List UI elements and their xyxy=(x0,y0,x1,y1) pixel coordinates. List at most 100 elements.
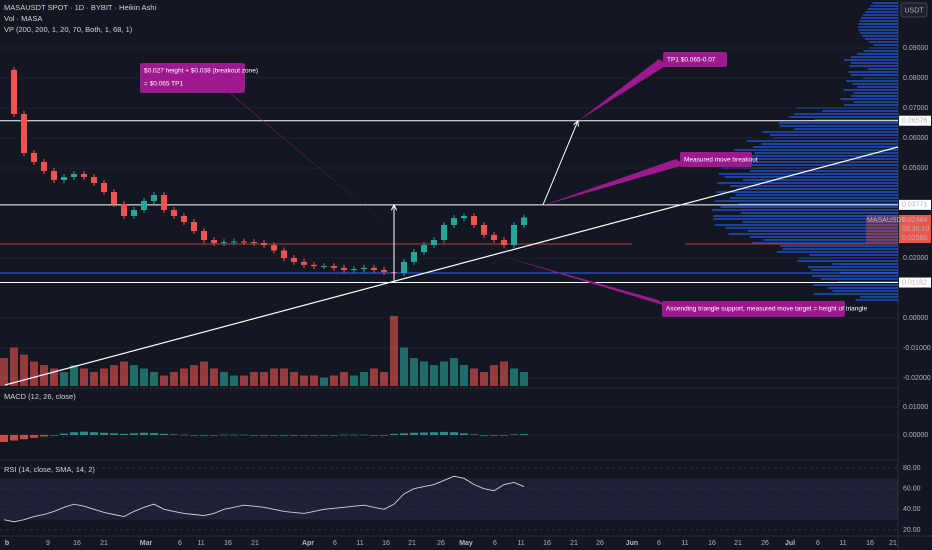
macd-bar xyxy=(400,433,408,435)
volume-profile-bar xyxy=(852,83,898,85)
volume-profile-bar xyxy=(827,287,898,289)
volume-profile-bar xyxy=(761,143,898,145)
volume-bar xyxy=(240,375,248,386)
macd-tick-label: 0.01000 xyxy=(903,404,928,411)
macd-bar xyxy=(250,435,258,436)
level-label-box xyxy=(899,199,931,210)
volume-bar xyxy=(300,375,308,386)
volume-bar xyxy=(470,368,478,386)
candle xyxy=(151,195,157,201)
candle xyxy=(341,267,347,270)
rsi-line xyxy=(3,475,525,523)
callout-pointer xyxy=(498,255,666,306)
price-tick-label: 0.07000 xyxy=(903,105,928,112)
volume-profile-bar xyxy=(850,74,898,76)
volume-bar xyxy=(180,368,188,386)
last-price-axis-box xyxy=(899,215,931,243)
callout-text: Ascending triangle support, measured mov… xyxy=(666,306,867,313)
time-tick-label: b xyxy=(5,540,9,547)
volume-bar xyxy=(170,372,178,386)
volume-profile-bar xyxy=(724,164,898,166)
volume-bar xyxy=(110,365,118,386)
macd-bar xyxy=(280,435,288,436)
time-tick-label: 21 xyxy=(100,540,108,547)
volume-profile-bar xyxy=(832,290,898,292)
macd-bar xyxy=(50,435,58,436)
volume-profile-bar xyxy=(868,41,898,43)
volume-bar xyxy=(90,372,98,386)
last-price: 0.02484 xyxy=(902,217,927,224)
volume-bar xyxy=(190,365,198,386)
volume-profile-bar xyxy=(843,59,898,61)
volume-bar xyxy=(480,372,488,386)
volume-profile-bar xyxy=(872,2,898,4)
macd-bar xyxy=(40,435,48,437)
volume-profile-bar xyxy=(848,71,898,73)
macd-bar xyxy=(510,434,518,436)
time-tick-label: 6 xyxy=(816,540,820,547)
candle xyxy=(461,216,467,219)
candle xyxy=(261,243,267,246)
callout-text: Measured move breakout xyxy=(684,157,758,164)
macd-bar xyxy=(340,434,348,436)
volume-profile-bar xyxy=(832,263,898,265)
time-tick-label: 11 xyxy=(197,540,204,547)
volume-profile-bar xyxy=(855,299,898,301)
candle xyxy=(181,216,187,222)
macd-bar xyxy=(220,434,228,436)
callout-box xyxy=(680,152,752,167)
time-tick-label: Jul xyxy=(785,540,795,547)
volume-bar xyxy=(60,372,68,386)
volume-bar xyxy=(290,372,298,386)
candle xyxy=(241,241,247,243)
callout-text: = $0.065 TP1 xyxy=(144,81,183,88)
candle xyxy=(131,210,137,216)
volume-profile-bar xyxy=(763,239,898,241)
candle xyxy=(481,225,487,235)
candle xyxy=(171,210,177,216)
volume-bar xyxy=(0,358,8,386)
candle xyxy=(81,174,87,177)
price-tick-label: -0.01000 xyxy=(903,345,931,352)
volume-profile-bar xyxy=(713,218,898,220)
volume-profile-bar xyxy=(747,230,898,232)
macd-bar xyxy=(430,432,438,435)
volume-profile-bar xyxy=(840,98,898,100)
candle xyxy=(231,241,237,243)
time-tick-label: 16 xyxy=(543,540,551,547)
volume-profile-bar xyxy=(714,200,898,202)
macd-tick-label: 0.00000 xyxy=(903,432,928,439)
time-tick-label: Mar xyxy=(140,540,153,547)
level-label-box xyxy=(899,115,931,126)
volume-profile-bar xyxy=(762,131,898,133)
candle xyxy=(161,195,167,210)
rsi-band xyxy=(0,478,898,520)
time-tick-label: 6 xyxy=(178,540,182,547)
callout-box xyxy=(663,52,727,67)
candle xyxy=(61,177,67,180)
candle xyxy=(141,201,147,210)
volume-profile-bar xyxy=(822,110,898,112)
currency-label[interactable]: USDT xyxy=(904,7,924,14)
time-tick-label: 26 xyxy=(437,540,445,547)
time-tick-label: 11 xyxy=(517,540,524,547)
volume-bar xyxy=(440,361,448,386)
macd-bar xyxy=(0,435,8,442)
volume-bar xyxy=(210,368,218,386)
volume-bar xyxy=(330,375,338,386)
volume-bar xyxy=(260,372,268,386)
volume-profile-bar xyxy=(718,173,898,175)
arrow-head xyxy=(573,119,579,127)
currency-button[interactable] xyxy=(900,2,928,18)
volume-bar xyxy=(80,368,88,386)
macd-bar xyxy=(120,433,128,435)
volume-profile-bar xyxy=(778,122,898,124)
volume-profile-bar xyxy=(740,212,898,214)
candle xyxy=(441,225,447,240)
volume-bar xyxy=(340,372,348,386)
macd-bar xyxy=(100,432,108,435)
volume-bar xyxy=(420,361,428,386)
volume-profile-bar xyxy=(850,56,898,58)
macd-bar xyxy=(520,434,528,435)
